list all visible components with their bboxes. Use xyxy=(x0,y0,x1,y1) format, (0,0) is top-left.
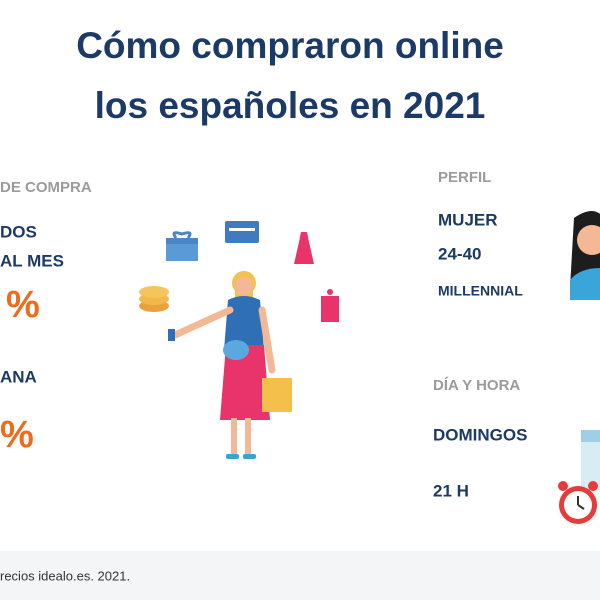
profile-gender: MUJER xyxy=(438,210,498,229)
time-day: DOMINGOS xyxy=(433,425,527,444)
title-line: los españoles en 2021 xyxy=(95,85,486,126)
title-line: Cómo compraron online xyxy=(76,25,504,66)
frequency-value: % xyxy=(6,284,40,326)
frequency-label: AL MES xyxy=(0,251,64,270)
footer-source: recios idealo.es. 2021. xyxy=(0,568,130,583)
profile-age: 24-40 xyxy=(438,244,481,263)
section-heading: DE COMPRA xyxy=(0,179,92,196)
frequency-label: DOS xyxy=(0,222,37,241)
shopper-illustration xyxy=(139,221,339,459)
section-heading: PERFIL xyxy=(438,169,491,186)
time-hour: 21 H xyxy=(433,481,469,500)
time-icons xyxy=(558,430,600,524)
profile-avatar xyxy=(570,211,600,300)
frequency-value: % xyxy=(0,414,34,456)
section-heading: DÍA Y HORA xyxy=(433,377,520,394)
frequency-label: ANA xyxy=(0,367,37,386)
profile-generation: MILLENNIAL xyxy=(438,283,523,299)
footer-band xyxy=(0,551,600,600)
